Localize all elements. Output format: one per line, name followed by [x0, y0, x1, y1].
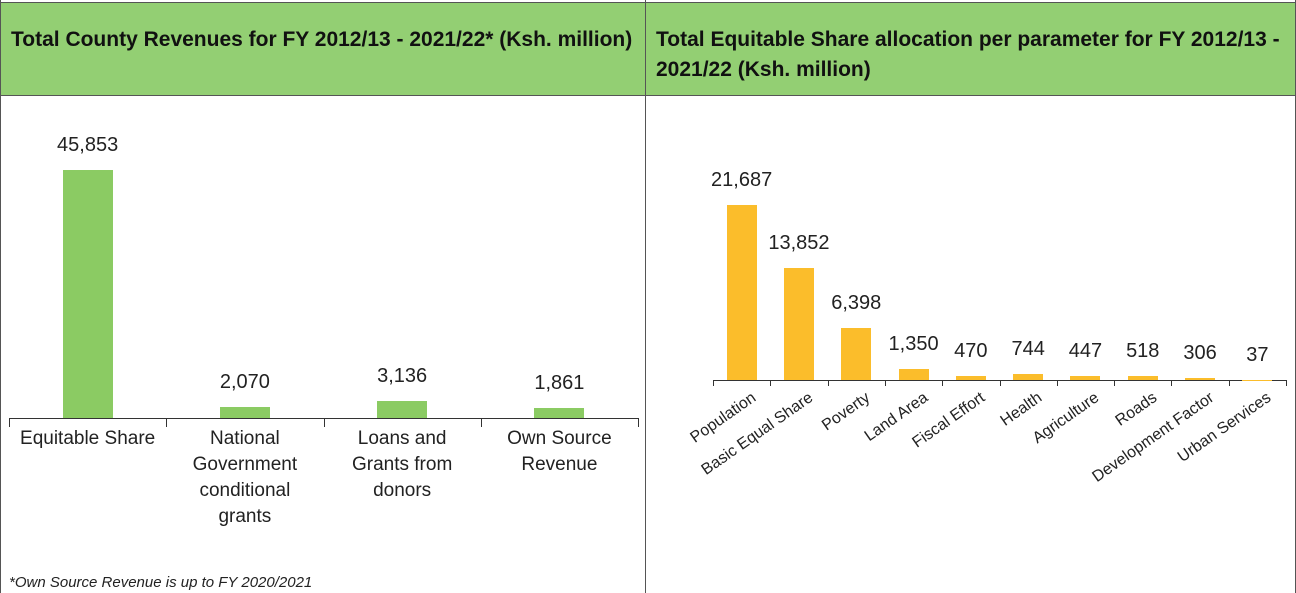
- chart-title: Total County Revenues for FY 2012/13 - 2…: [1, 2, 646, 96]
- value-label: 1,350: [888, 333, 939, 356]
- tick: [1286, 380, 1287, 386]
- tick: [9, 418, 10, 427]
- tick: [1114, 380, 1116, 386]
- bar: [1013, 373, 1044, 380]
- x-tick-label: Equitable Share: [20, 428, 156, 449]
- bar: [955, 376, 986, 380]
- tick: [323, 418, 325, 427]
- bar: [377, 401, 428, 418]
- bar: [219, 406, 270, 418]
- value-label: 37: [1246, 343, 1269, 366]
- tick: [1228, 380, 1230, 386]
- value-label: 45,853: [57, 134, 119, 156]
- tick: [770, 380, 772, 386]
- tick: [480, 418, 482, 427]
- tick: [884, 380, 886, 386]
- tick: [1171, 380, 1173, 386]
- tick: [1056, 380, 1058, 386]
- tick: [999, 380, 1001, 386]
- x-tick-label: Loans and Grants from donors: [351, 428, 453, 501]
- tick: [827, 380, 829, 386]
- value-label: 13,852: [768, 232, 830, 255]
- tick: [166, 418, 168, 427]
- value-label: 6,398: [831, 292, 882, 315]
- value-label: 2,070: [219, 370, 270, 393]
- value-label: 3,136: [377, 365, 428, 388]
- value-label: 1,861: [534, 371, 585, 394]
- tick: [638, 418, 639, 427]
- x-tick-label: National Government conditional grants: [192, 428, 298, 527]
- note: *Own Source Revenue is up to FY 2020/202…: [9, 574, 313, 591]
- tick: [942, 380, 944, 386]
- bar: [62, 170, 113, 418]
- tick: [713, 380, 714, 386]
- panel: Total County Revenues for FY 2012/13 - 2…: [0, 0, 646, 593]
- bar: [726, 205, 757, 380]
- chart-title: Total Equitable Share allocation per par…: [646, 2, 1295, 96]
- value-label: 306: [1183, 341, 1217, 364]
- bar: [898, 369, 929, 380]
- bar: [534, 407, 585, 418]
- bar: [1185, 377, 1216, 380]
- panel: Total Equitable Share allocation per par…: [645, 0, 1296, 593]
- value-label: 447: [1068, 340, 1103, 363]
- bar: [1070, 376, 1101, 380]
- value-label: 21,687: [711, 169, 773, 191]
- bar: [783, 268, 814, 380]
- value-label: 470: [954, 340, 988, 363]
- x-tick-label: Own Source Revenue: [507, 428, 612, 475]
- bar: [841, 328, 872, 380]
- bar: [1127, 375, 1158, 380]
- value-label: 744: [1011, 337, 1045, 360]
- value-label: 518: [1126, 339, 1160, 362]
